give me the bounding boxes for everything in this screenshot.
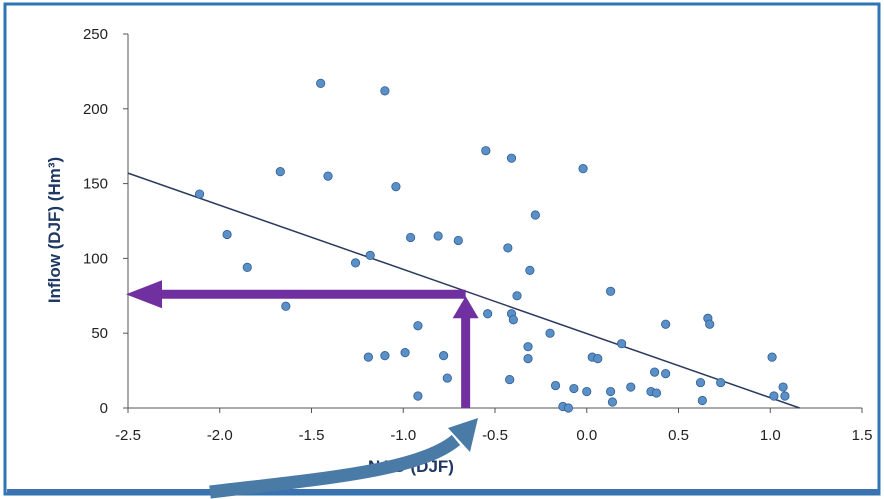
data-point xyxy=(483,309,493,319)
chart-frame-shadow xyxy=(7,489,879,494)
data-point xyxy=(593,354,603,364)
data-point xyxy=(363,352,373,362)
data-point xyxy=(695,377,706,388)
data-point xyxy=(769,391,779,401)
data-point xyxy=(413,391,423,401)
data-point xyxy=(413,321,423,331)
data-point xyxy=(365,250,375,261)
data-point xyxy=(780,391,790,401)
data-point xyxy=(767,352,777,362)
y-tick-label: 200 xyxy=(83,101,108,118)
y-tick-label: 0 xyxy=(100,400,108,417)
data-point xyxy=(617,339,627,349)
data-point xyxy=(316,78,326,88)
data-point xyxy=(380,86,390,96)
data-point xyxy=(530,210,540,220)
x-tick-label: 0.0 xyxy=(576,427,597,444)
data-point xyxy=(661,368,671,379)
x-tick-label: -2.0 xyxy=(207,427,233,444)
data-point xyxy=(512,291,522,301)
data-point xyxy=(545,328,555,338)
data-point xyxy=(453,235,463,246)
y-tick-label: 250 xyxy=(83,26,108,43)
data-point xyxy=(650,367,660,377)
data-point xyxy=(481,146,491,156)
data-point xyxy=(380,351,390,361)
data-point xyxy=(661,319,671,329)
data-point xyxy=(281,301,291,311)
data-point xyxy=(582,386,592,397)
data-point xyxy=(569,383,579,394)
data-point xyxy=(550,380,561,391)
data-point xyxy=(523,342,533,352)
data-point xyxy=(697,395,707,406)
data-point xyxy=(606,386,616,397)
x-tick-label: -1.5 xyxy=(299,427,325,444)
x-tick-label: 1.0 xyxy=(760,427,781,444)
data-point xyxy=(194,189,205,199)
data-point xyxy=(578,164,588,174)
y-axis-ticks: 0 50 100 150 200 250 xyxy=(83,26,128,417)
curved-arrow-head xyxy=(448,418,478,452)
data-point xyxy=(563,403,574,413)
data-point xyxy=(391,181,401,192)
data-point xyxy=(716,377,726,388)
data-point xyxy=(525,265,535,275)
data-point xyxy=(242,262,252,272)
y-tick-label: 50 xyxy=(91,325,108,342)
y-tick-label: 150 xyxy=(83,176,108,193)
data-point xyxy=(778,382,788,392)
x-axis-ticks: -2.5 -2.0 -1.5 -1.0 -0.5 0.0 0.5 1.0 1.5 xyxy=(115,408,872,444)
data-point xyxy=(350,258,361,268)
data-point xyxy=(222,229,232,240)
curved-arrow xyxy=(209,434,461,499)
data-point xyxy=(442,373,452,383)
x-tick-label: 1.5 xyxy=(852,427,873,444)
vertical-arrow-head xyxy=(452,296,479,319)
y-axis-title: Inflow (DJF) (Hm³) xyxy=(45,157,64,303)
x-tick-label: 0.5 xyxy=(668,427,689,444)
data-point xyxy=(439,351,449,361)
annotation-arrows xyxy=(126,280,479,408)
data-point xyxy=(607,397,618,407)
x-tick-label: -2.5 xyxy=(115,427,141,444)
x-tick-label: -1.0 xyxy=(390,427,416,444)
data-point xyxy=(433,231,443,241)
data-point xyxy=(705,319,715,329)
data-point xyxy=(405,232,416,243)
horizontal-arrow-head xyxy=(126,280,162,309)
data-point xyxy=(275,167,285,177)
data-point xyxy=(523,354,533,364)
scatter-points xyxy=(194,78,790,413)
data-point xyxy=(505,374,515,385)
data-point xyxy=(606,286,616,296)
data-point xyxy=(503,243,513,253)
x-tick-label: -0.5 xyxy=(482,427,508,444)
data-point xyxy=(323,171,333,181)
chart-frame xyxy=(3,2,881,496)
y-tick-label: 100 xyxy=(83,250,108,267)
data-point xyxy=(506,153,517,163)
data-point xyxy=(626,382,636,392)
data-point xyxy=(400,348,410,358)
data-point xyxy=(651,388,662,398)
data-point xyxy=(508,315,518,325)
